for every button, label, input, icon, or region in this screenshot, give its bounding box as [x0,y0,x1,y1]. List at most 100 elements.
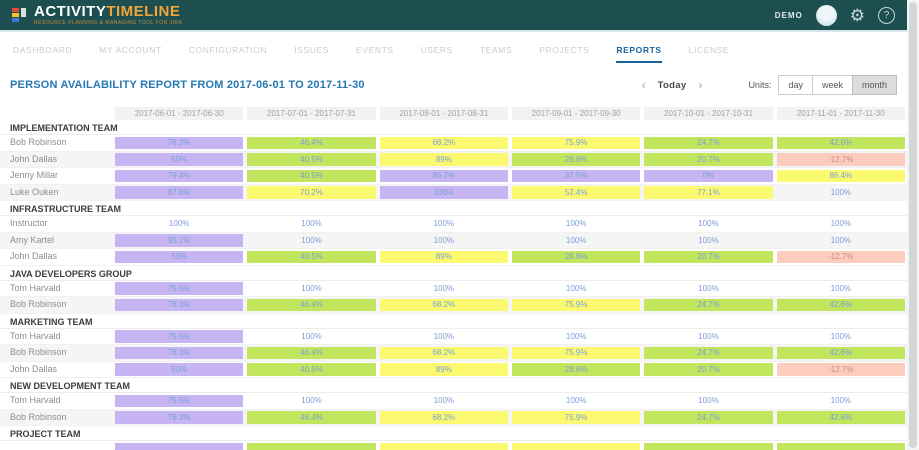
availability-bar: 100% [698,219,719,229]
availability-cell: 100% [380,329,508,345]
availability-bar: 76.3% [115,346,244,359]
availability-cell: 0% [644,168,773,184]
availability-cell: 40.5% [247,152,376,168]
name-column-spacer [0,107,113,120]
table-row: Bob Robinson 76.3% 46.4% 68.2% 75.9% 24.7% 42.… [0,409,907,426]
availability-cell: 76.3% [115,410,244,426]
availability-cell: 100% [644,216,772,232]
availability-cell: 68.2% [379,135,508,151]
availability-cell: 68.2% [379,410,508,426]
nav-item-reports[interactable]: REPORTS [616,45,662,63]
unit-button-day[interactable]: day [778,75,813,95]
brand-secondary: TIMELINE [106,3,181,20]
next-period-button[interactable]: › [698,78,703,92]
availability-cell: 86.7% [379,168,508,184]
table-row: John Dallas 50% 40.5% 89% 28.6% 20.7% -12.7% [0,249,907,266]
person-name: Luke Ouken [10,186,59,197]
unit-button-week[interactable]: week [811,75,853,95]
vertical-scrollbar[interactable] [907,0,919,450]
availability-bar: 100% [565,283,587,293]
availability-cell: 20.7% [644,362,773,378]
nav-item-license[interactable]: LICENSE [688,45,730,55]
availability-cell: 24.7% [644,345,773,361]
availability-cell: -12.7% [776,249,905,265]
availability-cell: 76.3% [115,135,244,151]
person-name [0,441,113,450]
availability-table: IMPLEMENTATION TEAM Bob Robinson 76.3% 46.4… [0,121,907,450]
prev-period-button[interactable]: ‹ [641,78,646,92]
availability-bar: 100% [301,219,322,229]
availability-bar: 76.3% [115,411,244,424]
availability-cell: 89% [379,152,508,168]
availability-bar [379,442,508,450]
nav-bar: DASHBOARD MY ACCOUNT CONFIGURATION ISSUES EV… [0,32,907,63]
availability-bar: 40.5% [247,153,376,166]
availability-cell: 68.2% [379,345,508,361]
availability-cell [379,441,508,450]
column-header: 2017-11-01 - 2017-11-30 [776,107,905,120]
availability-cell: 42.6% [776,297,905,313]
unit-button-month[interactable]: month [851,75,897,95]
availability-cell: 100% [777,393,905,409]
nav-item-configuration[interactable]: CONFIGURATION [188,45,268,55]
availability-bar: 89% [379,363,508,376]
availability-cell: 76.3% [115,297,244,313]
nav-item-my-account[interactable]: MY ACCOUNT [99,45,162,55]
help-icon[interactable]: ? [878,6,895,24]
scrollbar-thumb[interactable] [909,2,917,448]
table-row [0,441,907,450]
availability-cell: 100% [777,281,905,297]
availability-bar: 86.7% [379,169,508,182]
availability-bar: 100% [830,235,852,245]
availability-bar: 68.2% [379,411,508,424]
availability-cell: 75.5% [115,329,244,345]
availability-cell [511,441,641,450]
nav-item-issues[interactable]: ISSUES [294,45,330,55]
table-row: Jenny Millar 79.4% 40.5% 86.7% 37.5% 0% 86.4% [0,168,907,185]
availability-bar [511,442,641,450]
availability-cell: 77.1% [644,185,773,201]
units-label: Units: [748,80,772,90]
availability-bar: 28.6% [511,363,641,376]
availability-bar: -12.7% [776,250,905,263]
avatar[interactable] [815,4,837,26]
availability-bar: 76.3% [115,298,244,311]
availability-bar: 37.5% [511,169,641,182]
app-logo[interactable]: ACTIVITYTIMELINE RESOURCE PLANNING & MAN… [12,4,182,26]
availability-cell: 28.6% [511,249,641,265]
availability-bar: -12.7% [776,363,905,376]
team-header: PROJECT TEAM [0,427,907,441]
table-row: John Dallas 50% 40.5% 89% 28.6% 20.7% -12.7% [0,362,907,378]
availability-cell: 89% [379,362,508,378]
availability-bar: 50% [115,250,244,263]
person-name: Bob Robinson [10,299,67,309]
person-name: Bob Robinson [10,347,67,357]
availability-cell: 100% [644,329,772,345]
top-header-bar: ACTIVITYTIMELINE RESOURCE PLANNING & MAN… [0,0,907,32]
availability-bar: 0% [644,169,773,182]
nav-item-users[interactable]: USERS [420,45,453,55]
table-row: Bob Robinson 76.3% 46.4% 68.2% 75.9% 24.7% 42.… [0,345,907,362]
availability-cell: 100% [247,216,375,232]
availability-bar: 40.5% [247,250,376,263]
nav-item-events[interactable]: EVENTS [356,45,394,55]
nav-item-projects[interactable]: PROJECTS [539,45,590,55]
availability-cell [247,441,376,450]
availability-cell: -12.7% [776,362,905,378]
availability-cell: 50% [115,152,244,168]
availability-cell: 79.4% [115,168,244,184]
gear-icon[interactable]: ⚙ [849,5,865,25]
availability-bar: 100% [301,396,322,406]
table-row: Instructor 100% 100% 100% 100% 100% 100% [0,216,907,233]
availability-cell: 42.6% [776,345,905,361]
availability-bar: 46.4% [247,346,376,359]
availability-bar: 50% [115,153,244,166]
availability-bar: 79.4% [115,169,244,182]
availability-bar: 95.7% [115,234,244,247]
today-button[interactable]: Today [657,79,687,91]
availability-cell: 40.5% [247,168,376,184]
nav-item-teams[interactable]: TEAMS [479,45,513,55]
availability-bar: 100% [301,283,322,293]
nav-item-dashboard[interactable]: DASHBOARD [13,45,73,55]
